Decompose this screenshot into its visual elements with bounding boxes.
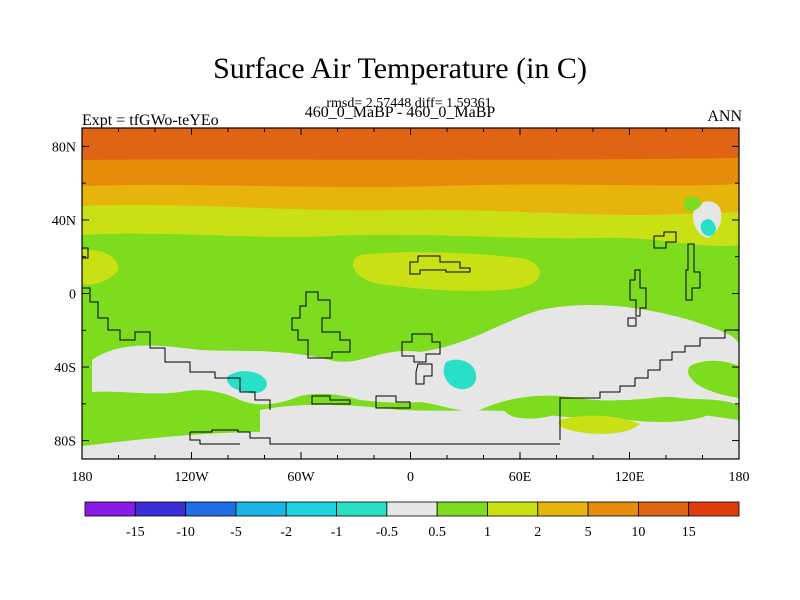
x-tick-label: 0 [407, 470, 414, 485]
colorbar-label: 5 [585, 525, 592, 540]
field-green-south-2 [503, 397, 561, 419]
colorbar-swatch [537, 501, 589, 517]
field-cyan-patch-2 [443, 359, 477, 390]
field-cyan-patch-1 [227, 371, 267, 394]
field-green-south-3 [600, 398, 715, 422]
experiment-label: Expt = tfGWo-teYEo [82, 112, 219, 129]
colorbar-swatch [336, 501, 388, 517]
y-tick-label: 0 [69, 288, 76, 303]
colorbar-label: -2 [280, 525, 292, 540]
x-tick-label: 180 [729, 470, 750, 485]
outline-central-continent [291, 291, 351, 359]
field-cyan-patch-3 [700, 219, 716, 236]
colorbar-label: -1 [331, 525, 343, 540]
colorbar-swatch [84, 501, 136, 517]
outline-antarctica-west [189, 432, 240, 445]
rmsd-diff-label: rmsd= 2.57448 diff= 1.59361 [326, 96, 492, 111]
colorbar-label: -15 [126, 525, 145, 540]
colorbar-swatch [185, 501, 237, 517]
colorbar-swatch [587, 501, 639, 517]
colorbar: -15 -10 -5 -2 -1 -0.5 0.5 1 2 5 10 15 [84, 501, 740, 540]
colorbar-label: -0.5 [376, 525, 398, 540]
outline-northeast-block [653, 231, 677, 249]
colorbar-swatch [285, 501, 337, 517]
outline-south-block-1 [401, 333, 441, 363]
outline-west-small [82, 247, 89, 259]
center-label: 460_0_MaBP - 460_0_MaBP [304, 104, 496, 121]
y-tick-label: 40N [52, 214, 76, 229]
field-green-south-1 [82, 403, 181, 435]
colorbar-swatch [386, 501, 438, 517]
outline-east-continent [629, 269, 647, 317]
outline-south-block-3 [311, 395, 351, 405]
y-tick-label: 40S [54, 361, 76, 376]
x-tick-label: 60E [509, 470, 532, 485]
continent-outlines [82, 231, 739, 445]
field-yellow-south [558, 415, 640, 434]
colorbar-label: -5 [230, 525, 242, 540]
outline-east-small [627, 317, 637, 327]
colorbar-label: 10 [631, 525, 645, 540]
outline-far-east [685, 243, 701, 301]
colorbar-swatch [637, 501, 690, 517]
x-tick-label: 60W [287, 470, 315, 485]
field-band-p10-15 [82, 128, 739, 160]
outline-south-block-2 [415, 363, 433, 385]
colorbar-swatch [235, 501, 287, 517]
colorbar-swatch [134, 501, 187, 517]
outline-south-block-4 [375, 395, 411, 409]
x-tick-label: 180 [72, 470, 93, 485]
y-tick-label: 80S [54, 435, 76, 450]
colorbar-label: 15 [682, 525, 696, 540]
colorbar-label: 1 [484, 525, 491, 540]
season-label: ANN [707, 108, 742, 125]
colorbar-swatch [688, 501, 740, 517]
x-tick-label: 120E [615, 470, 645, 485]
outline-north-block [409, 255, 471, 275]
plot-title: Surface Air Temperature (in C) [213, 52, 587, 85]
outline-southeast-steps [559, 329, 739, 440]
field-green-south-4 [688, 360, 739, 398]
y-tick-label: 80N [52, 140, 76, 155]
outline-west-continent [82, 287, 271, 410]
colorbar-swatch [436, 501, 488, 517]
colorbar-label: 2 [534, 525, 541, 540]
map-field [82, 128, 739, 459]
colorbar-swatch [487, 501, 539, 517]
colorbar-label: 0.5 [428, 525, 446, 540]
colorbar-label: -10 [176, 525, 195, 540]
outline-antarctica [190, 429, 560, 445]
field-patch-p1-2-b [82, 249, 119, 285]
axis-ticks: 180 120W 60W 0 60E 120E 180 80N 40N 0 40S 80S [52, 128, 750, 485]
field-green-northeast [684, 196, 702, 212]
x-tick-label: 120W [174, 470, 209, 485]
